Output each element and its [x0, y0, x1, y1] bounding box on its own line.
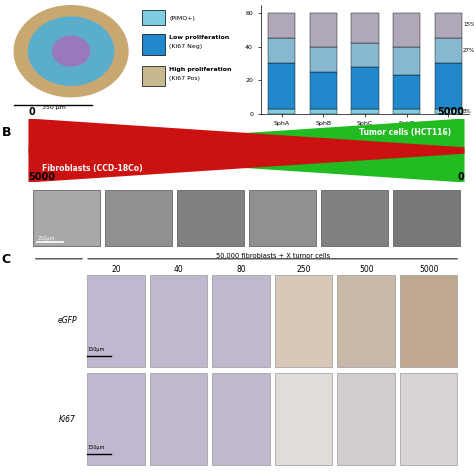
Bar: [268, 109, 295, 114]
Text: 350 μm: 350 μm: [42, 105, 66, 110]
Text: B: B: [1, 126, 11, 138]
Text: Fibroblasts (CCD-18Co): Fibroblasts (CCD-18Co): [42, 164, 142, 173]
FancyBboxPatch shape: [142, 66, 165, 86]
Bar: [393, 75, 420, 109]
FancyBboxPatch shape: [212, 374, 270, 465]
Text: High proliferation: High proliferation: [169, 67, 232, 72]
FancyBboxPatch shape: [400, 374, 457, 465]
FancyBboxPatch shape: [87, 374, 145, 465]
Text: 0: 0: [458, 172, 465, 182]
Polygon shape: [28, 118, 465, 182]
Bar: [310, 72, 337, 109]
Text: 27%: 27%: [463, 48, 474, 54]
Circle shape: [14, 6, 128, 97]
Text: 150μm: 150μm: [87, 445, 105, 450]
FancyBboxPatch shape: [320, 190, 388, 246]
Bar: [268, 64, 295, 109]
FancyBboxPatch shape: [87, 275, 145, 367]
Text: 20: 20: [111, 265, 121, 274]
FancyBboxPatch shape: [150, 275, 207, 367]
Bar: [393, 13, 420, 46]
Text: (Ki67 Neg): (Ki67 Neg): [169, 44, 202, 49]
Text: (Ki67 Pos): (Ki67 Pos): [169, 76, 201, 81]
Text: Tumor cells (HCT116): Tumor cells (HCT116): [359, 128, 451, 137]
Bar: [268, 38, 295, 64]
Text: C: C: [1, 254, 10, 266]
Text: 250μm: 250μm: [37, 236, 55, 240]
Bar: [268, 13, 295, 38]
FancyBboxPatch shape: [249, 190, 316, 246]
Bar: [435, 109, 462, 114]
FancyBboxPatch shape: [337, 275, 394, 367]
Bar: [393, 109, 420, 114]
FancyBboxPatch shape: [392, 190, 460, 246]
FancyBboxPatch shape: [400, 275, 457, 367]
Bar: [351, 67, 379, 109]
Text: 15%: 15%: [463, 22, 474, 27]
Text: (PIMO+): (PIMO+): [169, 16, 195, 21]
FancyBboxPatch shape: [150, 374, 207, 465]
Bar: [351, 43, 379, 67]
FancyBboxPatch shape: [212, 275, 270, 367]
Text: 3%: 3%: [463, 109, 472, 114]
Text: 5000: 5000: [419, 265, 438, 274]
Circle shape: [53, 36, 90, 66]
Text: 500: 500: [359, 265, 374, 274]
Text: 5000: 5000: [28, 172, 55, 182]
Bar: [435, 64, 462, 109]
Bar: [393, 46, 420, 75]
Bar: [435, 13, 462, 38]
Text: 40: 40: [174, 265, 184, 274]
Text: 80: 80: [237, 265, 246, 274]
Bar: [310, 109, 337, 114]
Text: eGFP: eGFP: [58, 317, 78, 326]
Text: 50,000 fibroblasts + X tumor cells: 50,000 fibroblasts + X tumor cells: [216, 254, 330, 259]
Circle shape: [28, 17, 114, 85]
Text: 150μm: 150μm: [87, 346, 105, 352]
Bar: [310, 46, 337, 72]
Text: Ki67: Ki67: [59, 415, 76, 424]
FancyBboxPatch shape: [142, 34, 165, 55]
FancyBboxPatch shape: [142, 10, 165, 25]
Bar: [310, 13, 337, 46]
Text: 0: 0: [28, 107, 35, 117]
Bar: [351, 13, 379, 43]
FancyBboxPatch shape: [275, 374, 332, 465]
Text: Low proliferation: Low proliferation: [169, 35, 229, 40]
Bar: [351, 109, 379, 114]
FancyBboxPatch shape: [177, 190, 244, 246]
Polygon shape: [28, 118, 465, 182]
Bar: [435, 38, 462, 64]
Text: 5000: 5000: [438, 107, 465, 117]
FancyBboxPatch shape: [105, 190, 173, 246]
FancyBboxPatch shape: [33, 190, 100, 246]
Text: 250: 250: [297, 265, 311, 274]
FancyBboxPatch shape: [337, 374, 394, 465]
FancyBboxPatch shape: [275, 275, 332, 367]
